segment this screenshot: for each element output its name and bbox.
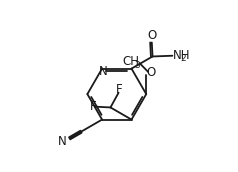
Text: NH: NH [173, 49, 191, 62]
Text: O: O [146, 66, 155, 79]
Text: 2: 2 [180, 54, 186, 63]
Text: CH: CH [122, 55, 139, 68]
Text: N: N [99, 65, 107, 78]
Text: N: N [58, 135, 67, 148]
Text: F: F [116, 83, 122, 96]
Text: O: O [148, 29, 157, 42]
Text: F: F [89, 100, 96, 113]
Text: 3: 3 [134, 61, 140, 70]
